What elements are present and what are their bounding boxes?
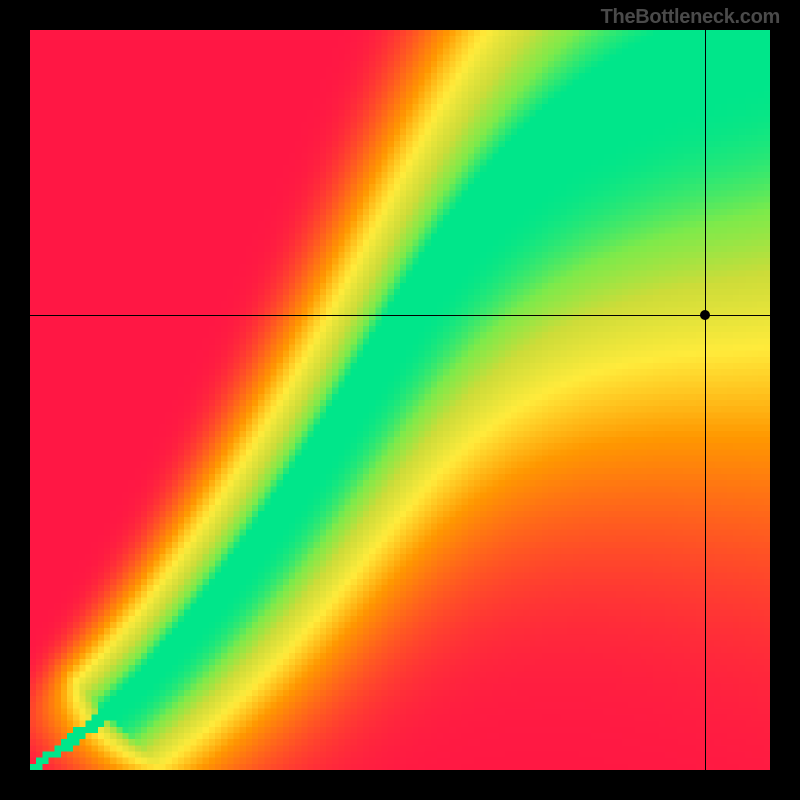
chart-container: TheBottleneck.com <box>0 0 800 800</box>
crosshair-horizontal <box>30 315 770 316</box>
heatmap-canvas <box>30 30 770 770</box>
crosshair-vertical <box>705 30 706 770</box>
crosshair-marker <box>700 310 710 320</box>
plot-area <box>30 30 770 770</box>
watermark-text: TheBottleneck.com <box>601 6 780 29</box>
